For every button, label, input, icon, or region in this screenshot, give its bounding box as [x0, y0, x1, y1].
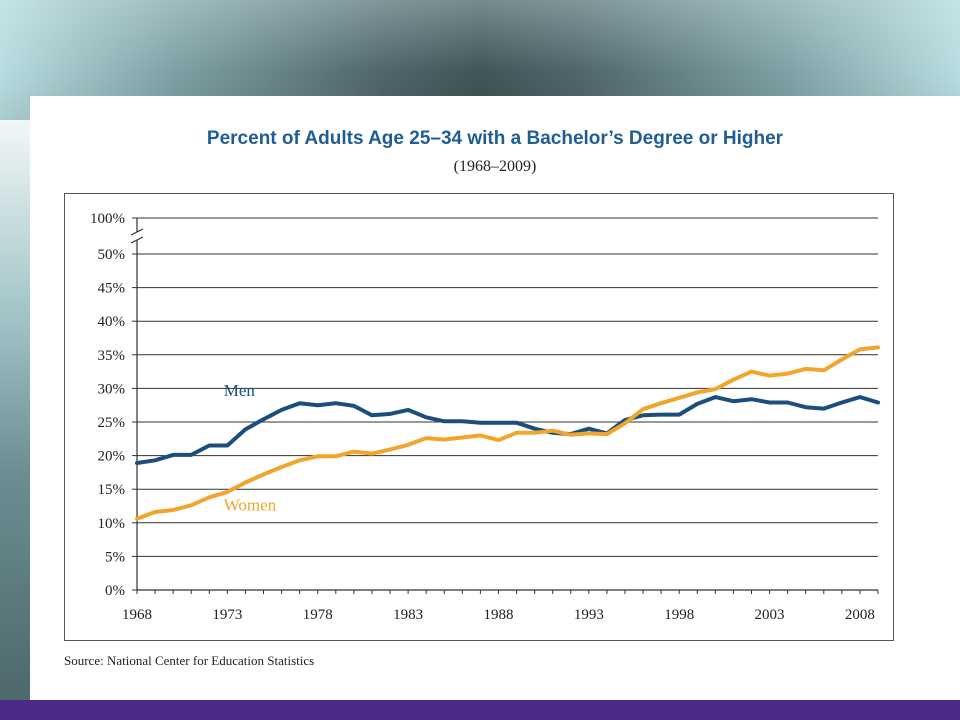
series-line-men [135, 395, 880, 465]
x-tick-labels: 1968 1973 1978 1983 1988 1993 1998 2003 2008 [122, 607, 875, 623]
source-note: Source: National Center for Education St… [64, 653, 315, 668]
x-tick-label: 1978 [303, 607, 333, 623]
y-tick-label: 15% [98, 482, 126, 498]
x-tick-label: 1998 [664, 607, 694, 623]
y-tick-label: 35% [98, 348, 126, 364]
axis-break-mark [130, 228, 144, 236]
x-tick-label: 2003 [755, 607, 785, 623]
footer-bar [0, 700, 960, 720]
axes [130, 217, 879, 594]
series-label-women: Women [224, 496, 277, 515]
y-tick-label: 5% [105, 549, 125, 565]
x-tick-label: 1988 [483, 607, 513, 623]
series-label-men: Men [224, 381, 256, 400]
y-tick-label: 30% [98, 381, 126, 397]
x-tick-label: 2008 [845, 607, 875, 623]
series-line-women [135, 345, 880, 521]
left-decorative-strip [0, 120, 30, 700]
y-tick-label: 0% [105, 583, 125, 599]
y-tick-label: 45% [98, 281, 126, 297]
x-tick-label: 1973 [212, 607, 242, 623]
y-tick-label: 25% [98, 415, 126, 431]
y-tick-label: 40% [98, 314, 126, 330]
x-tick-label: 1983 [393, 607, 423, 623]
x-tick-label: 1968 [122, 607, 152, 623]
chart-title: Percent of Adults Age 25–34 with a Bache… [206, 128, 784, 149]
y-tick-labels: 0% 5% 10% 15% 20% 25% 30% 35% 40% 45% 50% 100% [90, 211, 125, 599]
y-tick-label: 50% [98, 247, 126, 263]
series-labels: Men Women [224, 381, 277, 515]
axis-break-mark [130, 236, 144, 244]
data-series [135, 345, 880, 521]
chart-subtitle: (1968–2009) [453, 158, 537, 175]
y-tick-label: 10% [98, 516, 126, 532]
x-tick-label: 1993 [574, 607, 604, 623]
chart-frame [64, 193, 894, 641]
y-tick-label: 100% [90, 211, 125, 227]
y-tick-label: 20% [98, 449, 126, 465]
